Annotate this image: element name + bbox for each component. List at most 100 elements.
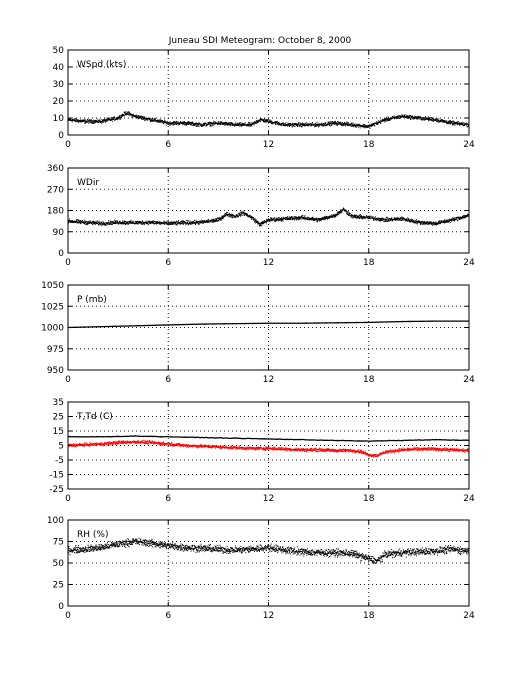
temp_dewpoint-point: [155, 441, 157, 443]
wdir-point: [387, 220, 389, 222]
wspd-point: [315, 122, 317, 124]
wspd-point: [75, 117, 77, 119]
wspd-point: [197, 123, 199, 125]
wdir-point: [322, 216, 324, 218]
wdir-point: [243, 210, 245, 212]
wdir-point: [90, 221, 92, 223]
wspd-point: [155, 120, 157, 122]
wdir-point: [402, 219, 404, 221]
wspd-point: [229, 123, 231, 125]
wdir-point: [407, 219, 409, 221]
wspd-point: [293, 123, 295, 125]
wspd-point: [98, 120, 100, 122]
wdir-point: [320, 218, 322, 220]
wspd-point: [355, 123, 357, 125]
wspd-point: [168, 122, 170, 124]
wdir-point: [312, 217, 314, 219]
wdir-point: [242, 214, 244, 216]
wdir-point: [269, 219, 271, 221]
wspd-point: [79, 120, 81, 122]
wspd-point: [459, 122, 461, 124]
wspd-point: [194, 123, 196, 125]
wdir-point: [98, 223, 100, 225]
wspd-point: [196, 124, 198, 126]
wdir-point: [424, 221, 426, 223]
wdir-point: [265, 220, 267, 222]
wspd-point: [102, 121, 104, 123]
wdir-point: [108, 220, 109, 222]
wdir-point: [167, 222, 169, 224]
wdir-point: [273, 218, 275, 220]
wdir-point: [222, 218, 224, 220]
wdir-point: [310, 218, 312, 220]
wspd-point: [362, 123, 364, 125]
temp_dewpoint-point: [187, 445, 189, 447]
temp_dewpoint-point: [91, 443, 93, 445]
wdir-point: [428, 223, 430, 225]
pressure-xtick-label: 24: [463, 375, 475, 385]
wspd-point: [353, 126, 355, 128]
wspd-point: [236, 123, 238, 125]
wspd-point: [121, 113, 123, 115]
wspd-point: [240, 125, 242, 127]
wspd-point: [255, 121, 257, 123]
wspd-point: [318, 123, 320, 125]
wspd-point: [327, 122, 329, 124]
wdir-point: [138, 222, 140, 224]
wspd-point: [405, 116, 407, 118]
wspd-point: [263, 118, 265, 120]
wspd-point: [334, 121, 336, 123]
wspd-point: [442, 120, 444, 122]
wdir-point: [235, 215, 237, 217]
wdir-point: [71, 220, 73, 222]
wdir-point: [331, 214, 333, 216]
wdir-point: [294, 219, 296, 221]
wdir-point: [262, 222, 264, 224]
wspd-point: [440, 120, 442, 122]
wdir-point: [332, 215, 334, 217]
wdir-point: [456, 216, 458, 218]
wspd-point: [448, 121, 450, 123]
wdir-point: [435, 223, 437, 225]
wdir-point: [418, 221, 420, 223]
wdir-point: [253, 218, 255, 220]
wspd-point: [438, 118, 440, 120]
wspd-point: [178, 122, 180, 124]
wspd-point: [440, 119, 442, 121]
wspd-point: [132, 113, 134, 115]
wdir-point: [268, 219, 269, 221]
wdir-point: [459, 217, 461, 219]
wdir-point: [79, 220, 81, 222]
wspd-point: [253, 122, 255, 124]
temp_dewpoint-point: [195, 446, 197, 448]
temp_dewpoint-point: [114, 443, 116, 445]
wspd-point: [219, 121, 221, 123]
wdir-point: [85, 221, 87, 223]
wdir-point: [203, 222, 205, 224]
wdir-point: [83, 219, 85, 221]
wdir-point: [323, 219, 325, 221]
wspd-point: [366, 125, 368, 127]
temp_dewpoint-point: [169, 443, 171, 445]
wspd-point: [222, 123, 224, 125]
wdir-point: [373, 219, 375, 221]
wdir-point: [324, 216, 326, 218]
wdir-point: [100, 224, 102, 226]
wdir-point: [355, 217, 357, 219]
wspd-point: [457, 123, 459, 125]
wspd-point: [433, 119, 435, 121]
wspd-point: [147, 119, 149, 121]
temp_dewpoint-point: [161, 443, 163, 445]
wspd-point: [140, 117, 142, 119]
wspd-point: [203, 122, 205, 124]
temp_dewpoint-point: [207, 446, 209, 448]
wspd-point: [384, 119, 386, 121]
wdir-point: [400, 218, 402, 220]
wspd-point: [223, 123, 225, 125]
temp_dewpoint-point: [182, 446, 184, 448]
temp_dewpoint-point: [208, 446, 210, 448]
wspd-point: [87, 121, 89, 123]
wdir-point: [379, 218, 381, 220]
temp_dewpoint-point: [68, 445, 70, 447]
wspd-point: [175, 123, 177, 125]
